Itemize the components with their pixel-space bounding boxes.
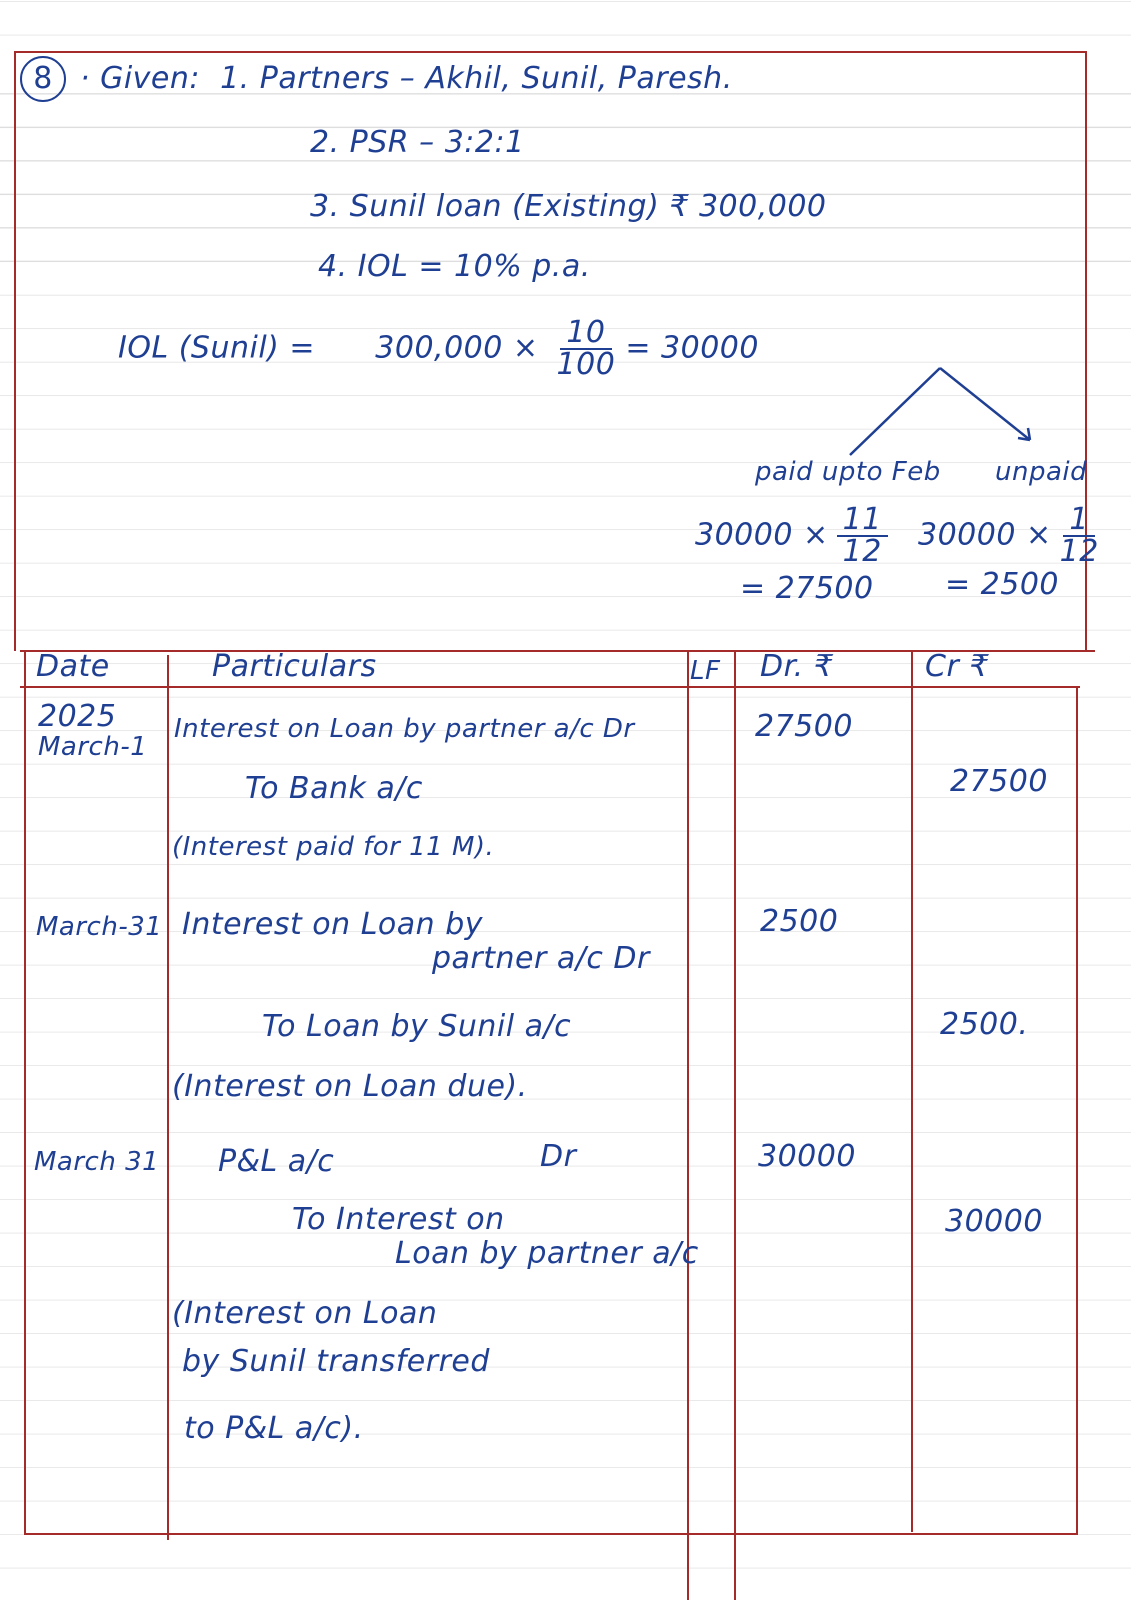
numerator: 10 xyxy=(560,318,612,350)
entry-dr-amount: 30000 xyxy=(758,1139,856,1174)
entry-cr-amount: 27500 xyxy=(950,764,1048,799)
calc-result: = 30000 xyxy=(625,330,759,366)
border-right xyxy=(1085,51,1087,651)
paid-calculation: 30000 × 11 12 xyxy=(695,505,888,567)
table-left-rule xyxy=(24,650,26,1535)
fraction: 11 12 xyxy=(836,505,888,569)
fraction: 10 100 xyxy=(557,318,616,380)
entry-narration: by Sunil transferred xyxy=(182,1344,490,1379)
entry-narration: (Interest paid for 11 M). xyxy=(172,832,495,862)
entry-dr-mark: Dr xyxy=(540,1139,577,1174)
fraction: 1 12 xyxy=(1060,505,1099,567)
denominator: 12 xyxy=(1059,534,1099,569)
header-particulars: Particulars xyxy=(212,649,377,684)
entry-debit: Interest on Loan by xyxy=(182,907,484,942)
given-item: 3. Sunil loan (Existing) ₹ 300,000 xyxy=(310,189,827,224)
entry-narration: to P&L a/c). xyxy=(184,1411,364,1446)
col-cr-rule xyxy=(1076,686,1078,1534)
entry-credit: To Loan by Sunil a/c xyxy=(262,1009,572,1044)
header-lf: LF xyxy=(690,656,721,686)
header-cr: Cr ₹ xyxy=(925,649,989,684)
entry-dr-amount: 2500 xyxy=(760,904,839,939)
given-item: 4. IOL = 10% p.a. xyxy=(318,249,591,284)
entry-date: March 31 xyxy=(34,1147,160,1177)
numerator: 1 xyxy=(1063,505,1095,537)
question-number: 8 xyxy=(20,56,66,102)
entry-cr-amount: 2500. xyxy=(940,1007,1029,1042)
denominator: 100 xyxy=(556,347,616,382)
unpaid-calculation: 30000 × 1 12 xyxy=(918,505,1099,567)
given-line-1: 8 · Given: 1. Partners – Akhil, Sunil, Pa… xyxy=(20,56,733,102)
calc-principal: 300,000 × xyxy=(375,330,539,366)
entry-date: March-1 xyxy=(38,732,148,762)
header-dr: Dr. ₹ xyxy=(760,649,834,684)
entry-cr-amount: 30000 xyxy=(945,1204,1043,1239)
unpaid-result: = 2500 xyxy=(945,567,1060,602)
entry-credit: To Bank a/c xyxy=(245,771,423,806)
iol-calculation: IOL (Sunil) = 300,000 × 10 100 = 30000 xyxy=(118,318,759,380)
col-particulars-rule xyxy=(687,652,689,1600)
paid-expr: 30000 × xyxy=(695,517,829,553)
table-top-rule xyxy=(20,650,1095,652)
entry-narration: (Interest on Loan due). xyxy=(172,1069,528,1104)
table-bottom-rule xyxy=(24,1533,1078,1535)
given-item: 2. PSR – 3:2:1 xyxy=(310,125,525,160)
unpaid-label: unpaid xyxy=(995,457,1088,487)
entry-dr-amount: 27500 xyxy=(755,709,853,744)
entry-debit: Interest on Loan by partner a/c Dr xyxy=(174,714,635,744)
col-lf-rule xyxy=(734,652,736,1600)
entry-date: 2025 xyxy=(38,699,117,734)
unpaid-expr: 30000 × xyxy=(918,517,1052,553)
given-item: 1. Partners – Akhil, Sunil, Paresh. xyxy=(220,61,733,96)
entry-date: March-31 xyxy=(36,912,163,942)
header-date: Date xyxy=(36,649,110,684)
entry-narration: (Interest on Loan xyxy=(172,1296,438,1331)
table-header-rule xyxy=(20,686,1080,688)
col-date-rule xyxy=(167,655,169,1540)
col-dr-rule xyxy=(911,652,913,1532)
entry-credit: Loan by partner a/c xyxy=(395,1236,699,1271)
border-top xyxy=(14,51,1087,53)
entry-credit: To Interest on xyxy=(292,1202,505,1237)
entry-debit: partner a/c Dr xyxy=(432,941,650,976)
denominator: 12 xyxy=(842,534,882,569)
paid-result: = 27500 xyxy=(740,571,874,606)
border-left xyxy=(14,51,16,651)
entry-debit: P&L a/c xyxy=(218,1144,335,1179)
numerator: 11 xyxy=(836,505,888,537)
given-label: · Given: xyxy=(80,61,200,96)
calc-lhs: IOL (Sunil) = xyxy=(118,330,316,366)
paid-label: paid upto Feb xyxy=(755,457,941,487)
